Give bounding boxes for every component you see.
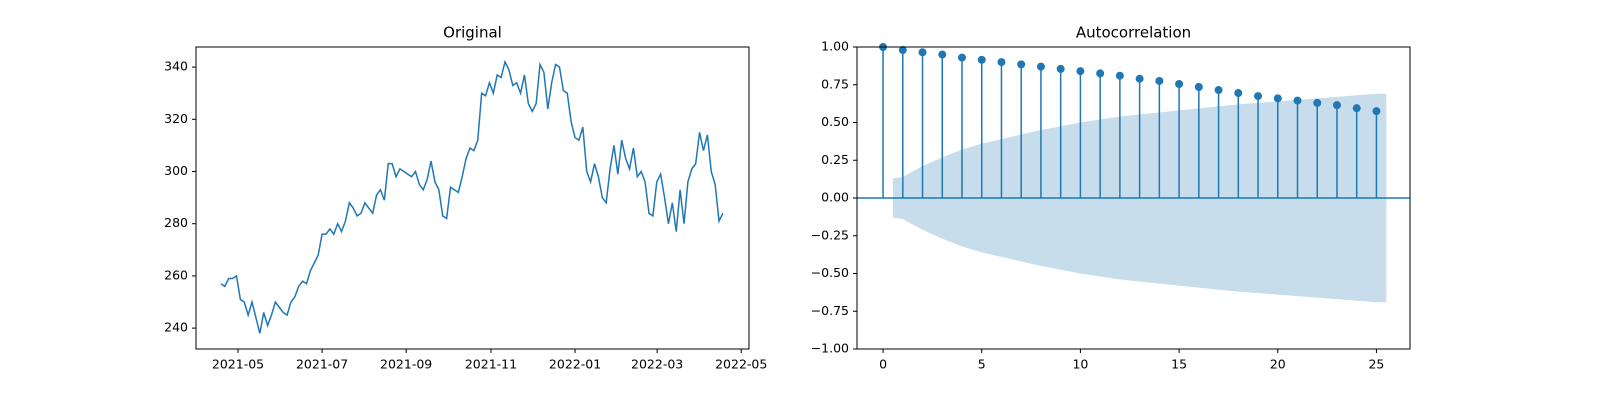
chart-title: Original <box>443 24 502 42</box>
x-tick-label: 20 <box>1270 357 1286 372</box>
stem-marker <box>1234 89 1243 98</box>
x-tick-label: 15 <box>1171 357 1187 372</box>
stem-marker <box>1017 60 1026 69</box>
stem-marker <box>1352 104 1361 113</box>
y-tick-label: 260 <box>164 267 188 282</box>
y-tick-label: 0.00 <box>821 190 849 205</box>
x-tick-label: 2021-07 <box>296 357 348 372</box>
axes-frame <box>195 46 750 350</box>
y-tick-label: 320 <box>164 111 188 126</box>
x-tick-label: 2022-05 <box>715 357 767 372</box>
y-tick-label: 1.00 <box>821 39 849 54</box>
x-tick-label: 25 <box>1368 357 1384 372</box>
y-tick-label: −0.50 <box>811 265 849 280</box>
stem-marker <box>1175 79 1184 88</box>
stem-marker <box>1372 107 1381 116</box>
x-tick-label: 2022-03 <box>631 357 683 372</box>
y-tick-label: 280 <box>164 215 188 230</box>
stem-marker <box>1214 86 1223 95</box>
series-line <box>220 59 724 334</box>
y-tick-label: 0.75 <box>821 76 849 91</box>
stem-marker <box>1076 67 1085 76</box>
chart-title: Autocorrelation <box>1076 24 1191 42</box>
stem-marker <box>938 50 947 59</box>
y-tick-label: −0.75 <box>811 303 849 318</box>
x-tick-label: 10 <box>1072 357 1088 372</box>
stem-marker <box>1115 71 1124 80</box>
y-tick-label: −0.25 <box>811 227 849 242</box>
y-tick-label: 0.50 <box>821 114 849 129</box>
x-tick-label: 2021-11 <box>465 357 517 372</box>
stem-marker <box>957 53 966 62</box>
stem-marker <box>977 55 986 64</box>
stem-marker <box>1194 83 1203 92</box>
y-tick-label: −1.00 <box>811 341 849 356</box>
x-tick-label: 5 <box>978 357 986 372</box>
stem-marker <box>1096 69 1105 78</box>
stem-marker <box>1332 101 1341 110</box>
stem-marker <box>898 46 907 55</box>
axes-frame <box>856 46 1411 350</box>
stem-marker <box>1135 74 1144 83</box>
y-tick-label: 340 <box>164 59 188 74</box>
stem-marker <box>1293 96 1302 105</box>
stem-marker <box>1254 92 1263 101</box>
stem-marker <box>997 58 1006 67</box>
stem-marker <box>918 48 927 57</box>
stem-marker <box>1036 62 1045 71</box>
y-tick-label: 0.25 <box>821 152 849 167</box>
x-tick-label: 2021-05 <box>212 357 264 372</box>
y-tick-label: 300 <box>164 163 188 178</box>
stem-marker <box>1313 98 1322 107</box>
stem-marker <box>1155 76 1164 85</box>
x-tick-label: 0 <box>879 357 887 372</box>
y-tick-label: 240 <box>164 320 188 335</box>
x-tick-label: 2022-01 <box>549 357 601 372</box>
stem-marker <box>1056 64 1065 73</box>
x-tick-label: 2021-09 <box>380 357 432 372</box>
stem-marker <box>1273 94 1282 103</box>
